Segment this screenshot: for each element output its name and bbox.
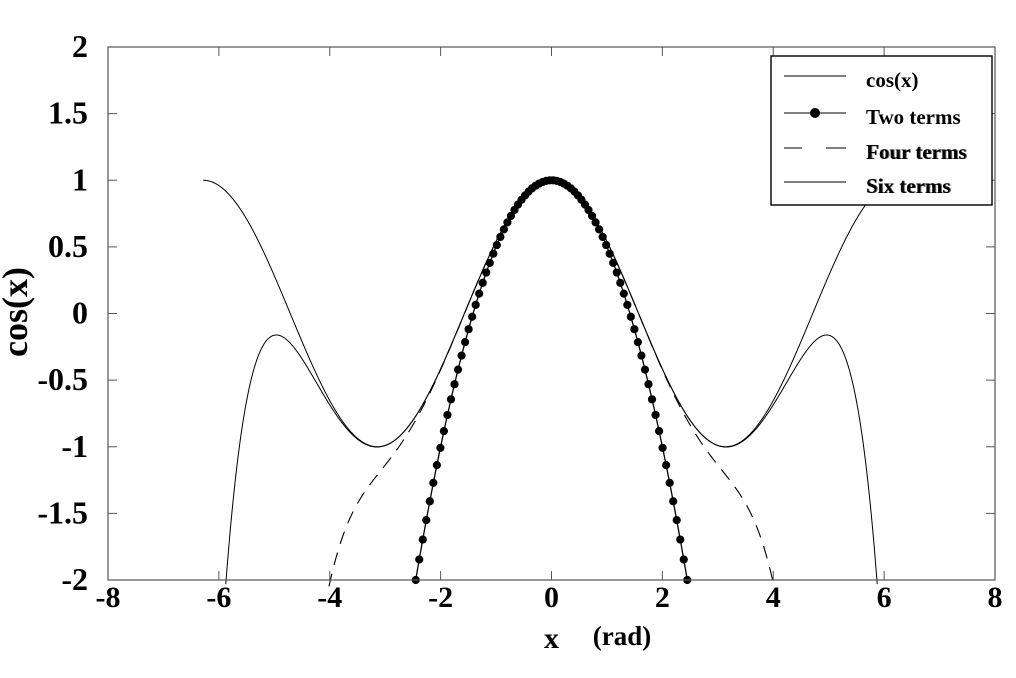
svg-text:2: 2 bbox=[655, 581, 670, 614]
svg-text:-1.5: -1.5 bbox=[37, 494, 88, 530]
svg-text:Two terms: Two terms bbox=[866, 105, 961, 129]
svg-text:0: 0 bbox=[72, 295, 88, 331]
svg-text:cos(x): cos(x) bbox=[0, 267, 35, 357]
svg-text:-2: -2 bbox=[61, 561, 88, 597]
svg-text:cos(x): cos(x) bbox=[866, 68, 918, 92]
svg-text:8: 8 bbox=[988, 581, 1003, 614]
svg-text:2: 2 bbox=[72, 28, 88, 64]
svg-text:x: x bbox=[544, 622, 559, 655]
svg-text:0: 0 bbox=[544, 581, 559, 614]
svg-text:1: 1 bbox=[72, 161, 88, 197]
svg-text:-2: -2 bbox=[428, 581, 453, 614]
svg-text:Four terms: Four terms bbox=[866, 140, 967, 164]
svg-text:6: 6 bbox=[877, 581, 892, 614]
svg-text:-4: -4 bbox=[317, 581, 342, 614]
svg-text:(rad): (rad) bbox=[593, 621, 651, 651]
svg-text:-8: -8 bbox=[96, 581, 121, 614]
svg-text:Six terms: Six terms bbox=[866, 174, 951, 198]
svg-text:0.5: 0.5 bbox=[48, 228, 88, 264]
svg-text:-1: -1 bbox=[61, 428, 88, 464]
svg-text:1.5: 1.5 bbox=[48, 95, 88, 131]
svg-text:-0.5: -0.5 bbox=[37, 361, 88, 397]
svg-text:4: 4 bbox=[766, 581, 781, 614]
svg-text:-6: -6 bbox=[206, 581, 231, 614]
